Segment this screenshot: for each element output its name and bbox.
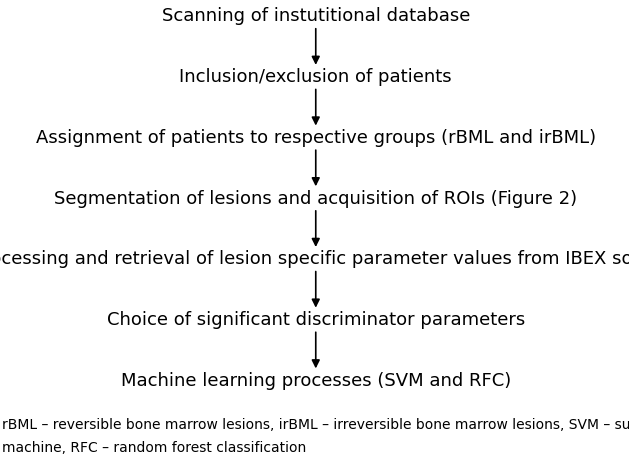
Text: rBML – reversible bone marrow lesions, irBML – irreversible bone marrow lesions,: rBML – reversible bone marrow lesions, i… xyxy=(2,418,629,432)
Text: Segmentation of lesions and acquisition of ROIs (Figure 2): Segmentation of lesions and acquisition … xyxy=(54,189,577,208)
Text: Choice of significant discriminator parameters: Choice of significant discriminator para… xyxy=(107,311,525,329)
Text: machine, RFC – random forest classification: machine, RFC – random forest classificat… xyxy=(2,441,306,455)
Text: Scanning of instutitional database: Scanning of instutitional database xyxy=(162,8,470,25)
Text: Inclusion/exclusion of patients: Inclusion/exclusion of patients xyxy=(179,68,452,86)
Text: Preprocessing and retrieval of lesion specific parameter values from IBEX softwa: Preprocessing and retrieval of lesion sp… xyxy=(0,251,629,268)
Text: Machine learning processes (SVM and RFC): Machine learning processes (SVM and RFC) xyxy=(121,372,511,390)
Text: Assignment of patients to respective groups (rBML and irBML): Assignment of patients to respective gro… xyxy=(36,129,596,147)
